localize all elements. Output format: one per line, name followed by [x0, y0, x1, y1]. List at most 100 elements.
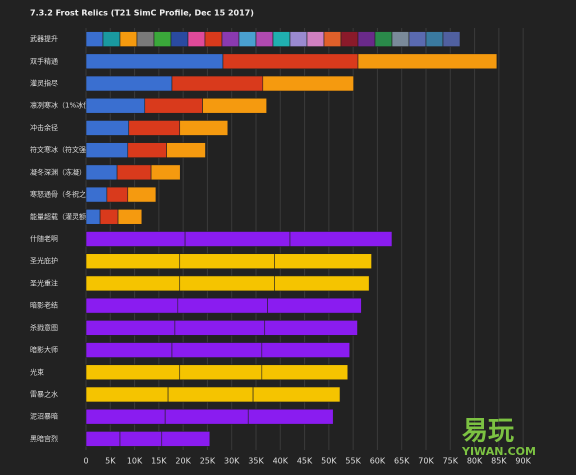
bar-segment	[167, 386, 254, 403]
watermark: 易玩	[462, 417, 514, 447]
bar-segment	[127, 142, 167, 158]
x-tick-label: 0	[83, 457, 88, 466]
x-tick-label: 75K	[443, 457, 459, 466]
bar-segment	[164, 408, 249, 425]
x-tick-label: 35K	[248, 457, 264, 466]
y-tick-label: 暗影大师	[30, 345, 58, 354]
x-tick-label: 80K	[467, 457, 483, 466]
bar-segment	[171, 342, 263, 358]
bar-segment	[252, 386, 341, 403]
bar-segment	[99, 208, 119, 225]
y-tick-label: 杀戮意图	[30, 323, 58, 332]
x-tick-label: 60K	[370, 457, 386, 466]
bar-segment	[136, 31, 155, 47]
y-tick-label: 寒怒通骨（冬祝之霜）	[30, 190, 100, 199]
bar-segment	[85, 164, 118, 181]
bar-segment	[85, 386, 169, 403]
x-tick-label: 10K	[127, 457, 143, 466]
x-tick-label: 5K	[105, 457, 116, 466]
bar-segment	[85, 275, 181, 292]
bar-segment	[262, 75, 354, 92]
bar-segment	[144, 97, 203, 114]
bar-segment	[170, 31, 189, 47]
y-tick-label: 冲击余径	[30, 123, 58, 132]
x-tick-label: 70K	[418, 457, 434, 466]
y-tick-label: 圣光重注	[30, 278, 58, 287]
bar-segment	[85, 97, 146, 114]
bar-segment	[264, 320, 358, 336]
x-tick-label: 50K	[321, 457, 337, 466]
y-tick-label: 双手精通	[30, 56, 58, 65]
y-tick-label: 光束	[30, 367, 44, 376]
bar-segment	[222, 53, 359, 70]
bar-segment	[323, 31, 342, 47]
x-tick-label: 90K	[515, 457, 531, 466]
x-tick-label: 45K	[297, 457, 313, 466]
bar-segment	[161, 431, 211, 447]
bar-segment	[274, 253, 372, 270]
bar-segment	[177, 297, 268, 314]
bar-segment	[85, 142, 129, 158]
bar-segment	[391, 31, 410, 47]
bar-segment	[85, 364, 181, 381]
y-tick-label: 泥沼暴暗	[30, 412, 58, 421]
bar-segment	[150, 164, 181, 181]
x-tick-label: 30K	[224, 457, 240, 466]
y-tick-label: 圣光庇护	[30, 256, 58, 265]
y-tick-label: 凛冽寒冰（1%冰伤）	[30, 101, 97, 110]
bar-segment	[187, 31, 206, 47]
bar-segment	[357, 53, 498, 70]
x-tick-label: 15K	[151, 457, 167, 466]
bar-segment	[179, 253, 275, 270]
bar-segment	[289, 31, 308, 47]
bar-segment	[247, 408, 334, 425]
bar-segment	[267, 297, 362, 314]
y-tick-label: 武器提升	[30, 34, 58, 43]
bar-segment	[106, 186, 129, 203]
y-tick-label: 雷暴之水	[30, 389, 58, 398]
bar-segment	[340, 31, 359, 47]
bar-segment	[85, 253, 181, 270]
bar-segment	[202, 97, 267, 114]
bar-segment	[85, 75, 173, 92]
bar-segment	[221, 31, 240, 47]
bar-segment	[425, 31, 444, 47]
bar-segment	[274, 275, 370, 292]
bar-segment	[179, 120, 229, 136]
y-tick-label: 凝冬深渊（冻凝）	[30, 167, 86, 176]
bar-segment	[85, 342, 173, 358]
bar-segment	[166, 142, 206, 158]
bar-segment	[85, 431, 121, 447]
bar-segment	[184, 231, 291, 247]
bar-segment	[272, 31, 291, 47]
bar-segment	[127, 186, 157, 203]
bar-segment	[119, 31, 138, 47]
bar-segment	[119, 431, 163, 447]
bar-segment	[179, 364, 263, 381]
bar-segment	[85, 408, 166, 425]
x-tick-label: 65K	[394, 457, 410, 466]
bar-segment	[85, 53, 224, 70]
bar-segment	[102, 31, 121, 47]
y-tick-label: 符文寒冰（符文强化）	[30, 145, 100, 154]
bar-segment	[179, 275, 275, 292]
bar-segment	[204, 31, 223, 47]
bar-segment	[306, 31, 325, 47]
bar-segment	[153, 31, 172, 47]
bar-segment	[85, 208, 101, 225]
bar-segment	[174, 320, 266, 336]
y-tick-label: 能量超载（灌灵额外能量）	[30, 212, 114, 221]
bar-segment	[128, 120, 181, 136]
bar-segment	[408, 31, 427, 47]
x-tick-label: 20K	[175, 457, 191, 466]
x-tick-label: 25K	[200, 457, 216, 466]
bar-segment	[85, 120, 130, 136]
y-tick-label: 暗影老结	[30, 301, 58, 310]
watermark-url: YIWAN.COM	[461, 445, 536, 458]
bar-segment	[374, 31, 393, 47]
bar-segment	[85, 320, 176, 336]
y-tick-label: 灌灵指尽	[30, 79, 58, 88]
x-tick-label: 40K	[273, 457, 289, 466]
bar-segment	[261, 342, 351, 358]
